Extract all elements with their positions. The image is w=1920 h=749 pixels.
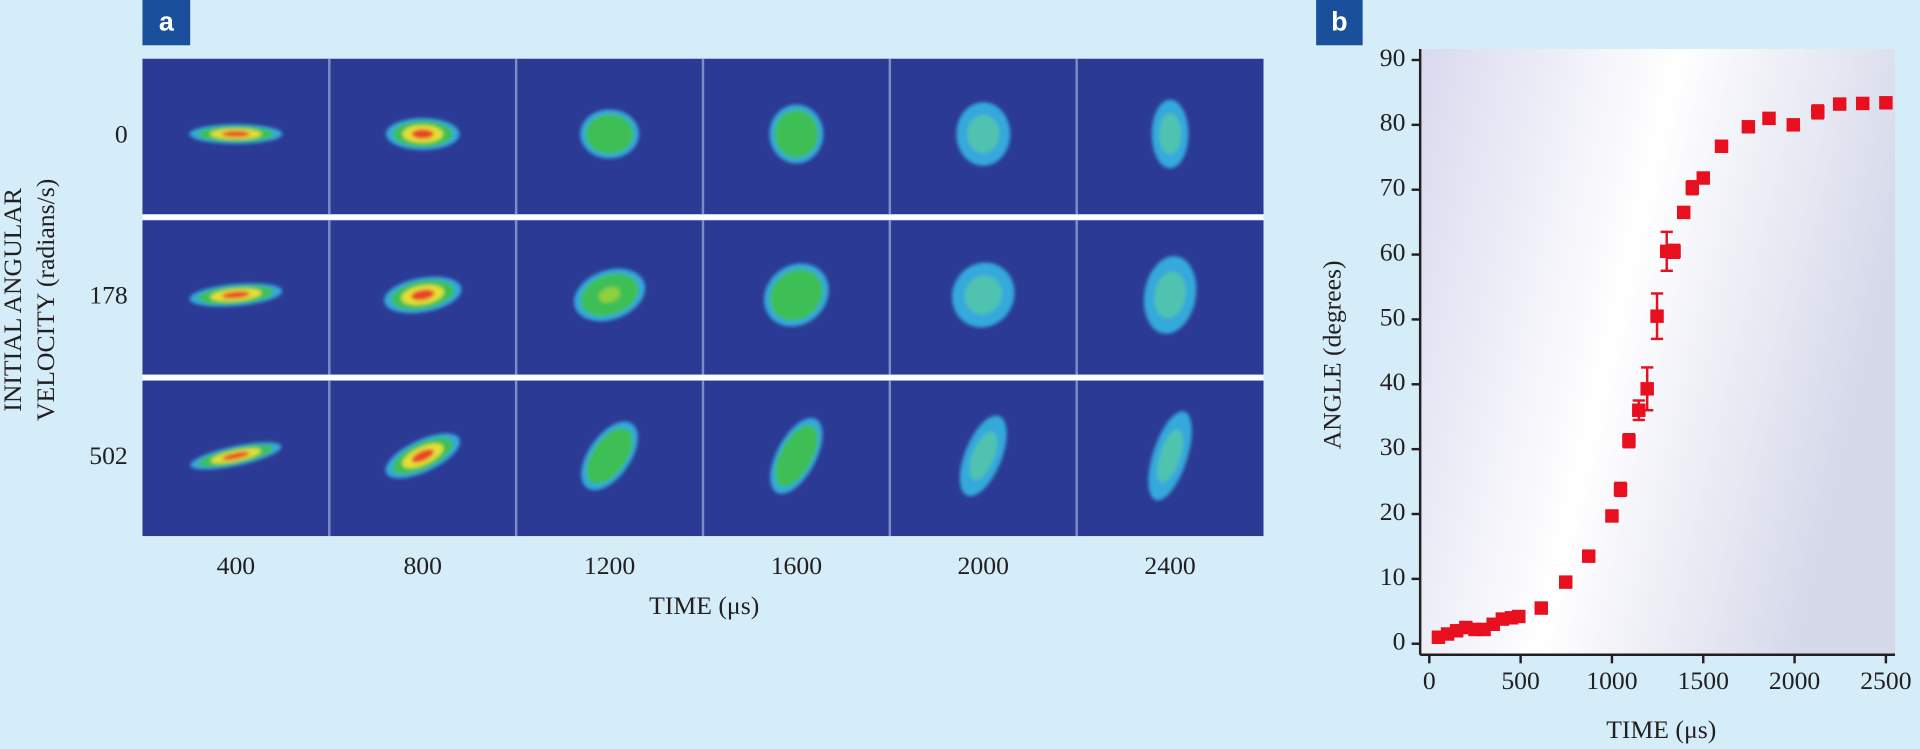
blob (386, 118, 460, 150)
blob-layer (967, 114, 1000, 154)
x-axis-label: TIME (μs) (1606, 715, 1716, 744)
y-tick-label: 90 (1380, 43, 1406, 72)
point (1640, 382, 1654, 396)
col-label: 1600 (771, 551, 822, 580)
point (1605, 509, 1619, 523)
blob (385, 433, 460, 479)
col-label: 800 (403, 551, 442, 580)
point (1512, 609, 1526, 624)
blob-layer (1157, 429, 1184, 483)
blob (1143, 256, 1197, 334)
x-tick-label: 2000 (1769, 666, 1820, 695)
point (1667, 244, 1681, 259)
blob (1148, 411, 1192, 501)
y-tick-label: 70 (1380, 173, 1406, 202)
y-axis-label: VELOCITY (radians/s) (31, 179, 60, 421)
blob (769, 104, 824, 164)
blob (189, 124, 283, 144)
y-tick-label: 80 (1380, 108, 1406, 137)
panel-tag-box (142, 0, 191, 46)
point (1582, 549, 1596, 563)
blob-layer (598, 287, 621, 303)
y-axis-label: ANGLE (degrees) (1317, 260, 1346, 449)
blob-layer (1154, 271, 1186, 319)
point (1622, 433, 1636, 448)
y-tick-label: 0 (1393, 627, 1406, 656)
point (1632, 403, 1646, 417)
blob (574, 268, 646, 322)
blob (189, 283, 283, 307)
x-tick-label: 1500 (1678, 666, 1729, 695)
point (1714, 139, 1729, 153)
blob (952, 262, 1015, 328)
blob (764, 263, 829, 327)
y-tick-label: 60 (1380, 237, 1406, 266)
row-label: 502 (89, 441, 128, 470)
point (1879, 96, 1893, 110)
blob-layer (775, 424, 818, 487)
col-label: 400 (217, 551, 256, 580)
point (1696, 171, 1710, 185)
point (1811, 105, 1825, 119)
point (1741, 120, 1756, 134)
blob-layer (585, 113, 634, 155)
panel-tag: b (1331, 6, 1347, 36)
x-axis-label: TIME (μs) (649, 591, 759, 620)
blob-layer (1159, 113, 1182, 155)
blob-layer (411, 129, 434, 139)
x-tick-label: 500 (1501, 666, 1540, 695)
x-tick-label: 1000 (1586, 666, 1637, 695)
image-grid: 0 178 502 400 800 1200 1600 2000 2400 (89, 58, 1264, 580)
plot-area (1420, 48, 1896, 655)
blob-layer (222, 451, 250, 460)
blob-layer (221, 131, 250, 137)
x-tick-label: 0 (1423, 666, 1436, 695)
blob (956, 102, 1011, 166)
plot: 0 10 20 30 40 50 60 70 80 90 0 500 1000 1500 2000 2500 (1380, 43, 1912, 695)
blob (580, 109, 639, 159)
point (1613, 482, 1628, 497)
blob-layer (774, 109, 819, 159)
point (1832, 97, 1847, 111)
blob-layer (221, 291, 250, 299)
y-tick-label: 20 (1380, 497, 1406, 526)
blob-layer (586, 427, 633, 484)
y-axis-label: INITIAL ANGULAR (0, 187, 27, 412)
blob (190, 442, 282, 470)
row-label: 178 (89, 280, 128, 309)
blob-layer (411, 449, 434, 463)
y-tick-label: 40 (1380, 367, 1406, 396)
blob-layer (769, 269, 823, 321)
row-label: 0 (115, 119, 128, 148)
point (1855, 96, 1870, 111)
blob (581, 421, 638, 491)
blob-layer (969, 431, 998, 481)
y-tick-label: 30 (1380, 432, 1406, 461)
panel-tag-box (1316, 0, 1363, 46)
blob (1151, 99, 1189, 169)
col-label: 2000 (958, 551, 1009, 580)
point (1534, 601, 1548, 615)
point (1685, 181, 1700, 195)
blob (770, 418, 823, 494)
y-tick-label: 50 (1380, 302, 1406, 331)
point (1650, 309, 1664, 323)
point (1559, 575, 1573, 589)
blob-layer (411, 289, 435, 301)
point (1676, 205, 1691, 220)
point (1762, 111, 1776, 126)
point (1786, 118, 1801, 132)
col-label: 1200 (584, 551, 635, 580)
panel-tag: a (159, 6, 175, 36)
blob (384, 276, 462, 314)
x-tick-label: 2500 (1860, 666, 1911, 695)
blob (959, 415, 1007, 497)
col-label: 2400 (1144, 551, 1195, 580)
y-tick-label: 10 (1380, 562, 1406, 591)
blob-layer (964, 275, 1002, 315)
